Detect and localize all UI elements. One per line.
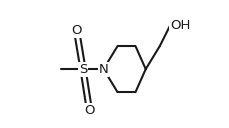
Text: N: N xyxy=(98,63,108,76)
Text: S: S xyxy=(79,63,87,76)
Text: O: O xyxy=(71,24,82,37)
Text: OH: OH xyxy=(169,19,190,32)
Text: O: O xyxy=(84,104,94,117)
